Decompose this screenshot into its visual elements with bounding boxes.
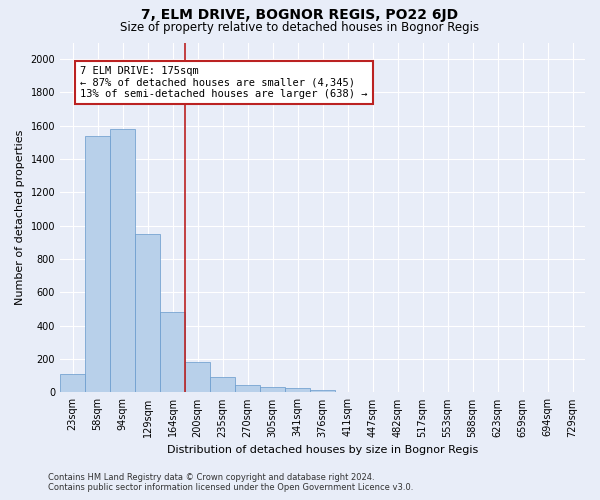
Bar xyxy=(286,388,310,392)
Bar xyxy=(235,385,260,392)
Text: Contains HM Land Registry data © Crown copyright and database right 2024.
Contai: Contains HM Land Registry data © Crown c… xyxy=(48,473,413,492)
Bar xyxy=(61,374,85,392)
X-axis label: Distribution of detached houses by size in Bognor Regis: Distribution of detached houses by size … xyxy=(167,445,478,455)
Text: 7, ELM DRIVE, BOGNOR REGIS, PO22 6JD: 7, ELM DRIVE, BOGNOR REGIS, PO22 6JD xyxy=(142,8,458,22)
Y-axis label: Number of detached properties: Number of detached properties xyxy=(15,130,25,305)
Bar xyxy=(185,362,209,392)
Bar xyxy=(260,386,284,392)
Bar xyxy=(110,129,134,392)
Bar xyxy=(85,136,110,392)
Bar xyxy=(136,234,160,392)
Text: 7 ELM DRIVE: 175sqm
← 87% of detached houses are smaller (4,345)
13% of semi-det: 7 ELM DRIVE: 175sqm ← 87% of detached ho… xyxy=(80,66,368,99)
Bar xyxy=(211,376,235,392)
Bar xyxy=(310,390,335,392)
Bar xyxy=(160,312,185,392)
Text: Size of property relative to detached houses in Bognor Regis: Size of property relative to detached ho… xyxy=(121,21,479,34)
